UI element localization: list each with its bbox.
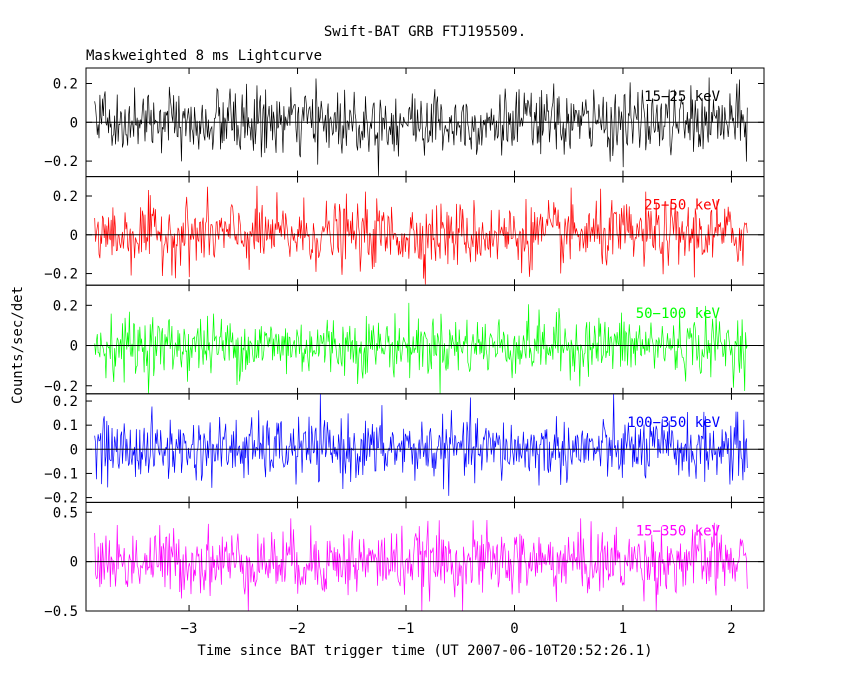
y-tick-label-3-0: −0.2 (44, 491, 78, 507)
series-line-0 (94, 77, 748, 176)
series-label-0: 15−25 keV (644, 89, 720, 105)
series-line-4 (94, 518, 748, 612)
series-line-1 (94, 185, 748, 285)
y-tick-label-2-2: 0.2 (53, 298, 78, 314)
panels-group: −0.2 0 0.2 15−25 keV −0.2 0 0.2 25−50 keV −0.2 0 0… (44, 67, 765, 637)
x-tick-label-1: −2 (289, 621, 306, 637)
panel-1: −0.2 0 0.2 25−50 keV (44, 176, 765, 286)
y-tick-label-2-0: −0.2 (44, 379, 78, 395)
series-label-1: 25−50 keV (644, 198, 720, 214)
x-tick-label-4: 1 (619, 621, 627, 637)
chart-title: Swift-BAT GRB FTJ195509. (324, 24, 526, 40)
y-tick-label-0-2: 0.2 (53, 77, 78, 93)
panel-4: −0.5 0 0.5 15−350 keV (44, 501, 765, 620)
y-tick-label-3-2: 0 (70, 442, 78, 458)
y-tick-label-4-2: 0.5 (53, 505, 78, 521)
panel-2: −0.2 0 0.2 50−100 keV (44, 284, 765, 395)
panel-3: −0.2 −0.1 0 0.1 0.2 100−350 keV (44, 393, 765, 507)
x-tick-label-5: 2 (727, 621, 735, 637)
y-tick-label-0-1: 0 (70, 115, 78, 131)
series-label-2: 50−100 keV (636, 306, 721, 322)
y-tick-label-1-2: 0.2 (53, 189, 78, 205)
y-tick-label-0-0: −0.2 (44, 154, 78, 170)
y-tick-label-3-1: −0.1 (44, 466, 78, 482)
y-axis-label: Counts/sec/det (10, 286, 26, 404)
panel-0: −0.2 0 0.2 15−25 keV (44, 67, 765, 178)
y-tick-label-4-1: 0 (70, 555, 78, 571)
x-tick-label-0: −3 (181, 621, 198, 637)
chart-subtitle: Maskweighted 8 ms Lightcurve (86, 48, 322, 64)
y-tick-label-1-0: −0.2 (44, 267, 78, 283)
x-tick-label-2: −1 (398, 621, 415, 637)
y-tick-label-3-3: 0.1 (53, 418, 78, 434)
series-label-4: 15−350 keV (636, 523, 721, 539)
series-line-3 (94, 393, 748, 496)
y-tick-label-4-0: −0.5 (44, 604, 78, 620)
x-tick-label-3: 0 (510, 621, 518, 637)
series-label-3: 100−350 keV (627, 415, 720, 431)
x-axis-label: Time since BAT trigger time (UT 2007-06-… (197, 643, 652, 659)
series-line-2 (94, 302, 748, 394)
y-tick-label-1-1: 0 (70, 228, 78, 244)
panel-frame-4 (85, 501, 765, 612)
y-tick-label-3-4: 0.2 (53, 394, 78, 410)
y-tick-label-2-1: 0 (70, 339, 78, 355)
